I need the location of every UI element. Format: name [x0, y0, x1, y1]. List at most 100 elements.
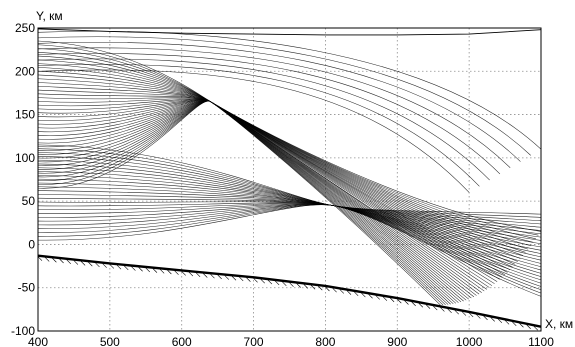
hatch-mark — [353, 291, 359, 297]
hatch-mark — [131, 266, 136, 271]
hatch-mark — [519, 323, 524, 328]
hatch-mark — [318, 285, 323, 291]
y-tick-label: 0 — [28, 237, 35, 251]
hatch-mark — [88, 261, 93, 267]
hatch-mark — [533, 325, 539, 331]
hatch-mark — [210, 273, 215, 279]
hatch-mark — [512, 321, 517, 326]
y-tick-label: 250 — [15, 21, 35, 35]
hatch-mark — [310, 285, 316, 290]
hatch-mark — [490, 317, 495, 322]
ray-line — [37, 64, 480, 187]
y-tick-label: -50 — [18, 281, 36, 295]
hatch-mark — [425, 304, 431, 309]
ray-line — [37, 82, 469, 300]
ray-line — [37, 47, 511, 168]
hatch-mark — [497, 318, 503, 324]
y-tick-label: 100 — [15, 151, 35, 165]
y-tick-label: 50 — [22, 194, 36, 208]
ray-line — [37, 99, 490, 288]
hatch-mark — [102, 263, 107, 268]
hatch-mark — [44, 257, 50, 262]
ray-line — [37, 53, 501, 175]
hatch-mark — [124, 265, 129, 271]
hatch-mark — [116, 264, 122, 270]
ray-line — [37, 99, 487, 290]
hatch-mark — [95, 262, 100, 268]
y-tick-labels: -100 -50 0 50 100 150 200 250 — [11, 21, 35, 338]
hatch-mark — [238, 276, 244, 282]
hatch-mark — [167, 269, 172, 275]
hatch-mark — [52, 258, 57, 263]
x-tick-label: 600 — [172, 335, 192, 347]
ray-line — [37, 59, 454, 305]
x-axis-label: X, км — [545, 317, 573, 331]
grid — [38, 28, 541, 331]
hatch-mark — [389, 297, 395, 303]
x-tick-labels: 400 500 600 700 800 900 1000 1100 — [28, 335, 554, 347]
ray-line — [37, 55, 451, 305]
hatch-mark — [159, 269, 165, 274]
hatch-mark — [174, 270, 179, 275]
hatch-mark — [260, 278, 265, 284]
hatch-mark — [332, 287, 337, 293]
x-tick-label: 800 — [315, 335, 335, 347]
hatch-mark — [447, 308, 452, 314]
hatch-mark — [418, 303, 424, 308]
hatch-mark — [382, 296, 388, 301]
ray-line — [37, 58, 490, 181]
hatch-mark — [203, 273, 208, 278]
ray-line — [37, 100, 503, 278]
upper-boundary-line — [37, 28, 542, 36]
plot-frame — [37, 27, 542, 332]
hatch-mark — [303, 284, 309, 289]
hatch-mark — [440, 307, 445, 312]
ground-boundary-line — [37, 254, 542, 328]
hatch-mark — [195, 272, 201, 277]
hatch-mark — [253, 278, 258, 283]
hatch-mark — [246, 277, 251, 282]
hatch-mark — [37, 256, 43, 261]
hatch-mark — [361, 292, 366, 298]
hatch-mark — [404, 300, 409, 305]
x-tick-label: 900 — [387, 335, 407, 347]
hatch-mark — [476, 314, 481, 319]
hatch-mark — [483, 315, 488, 321]
y-axis-label: Y, км — [36, 9, 63, 23]
hatch-mark — [181, 271, 186, 276]
x-tick-label: 1000 — [456, 335, 483, 347]
hatch-mark — [433, 305, 438, 311]
x-tick-label: 1100 — [528, 335, 554, 347]
hatch-mark — [397, 298, 402, 304]
hatch-mark — [325, 286, 330, 292]
x-tick-label: 700 — [244, 335, 264, 347]
hatch-mark — [461, 311, 467, 316]
x-tick-label: 400 — [28, 335, 48, 347]
hatch-mark — [368, 294, 373, 299]
hatch-mark — [152, 268, 158, 273]
hatch-mark — [80, 261, 86, 266]
hatch-mark — [73, 260, 79, 265]
ray-line — [37, 203, 542, 241]
boundary-lines — [37, 28, 542, 331]
y-tick-label: 200 — [15, 64, 35, 78]
hatch-mark — [282, 281, 287, 287]
hatch-mark — [375, 295, 380, 300]
ray-line — [37, 100, 521, 259]
hatch-mark — [109, 264, 115, 269]
hatch-mark — [217, 274, 222, 280]
ray-line — [37, 100, 542, 232]
ground-hatching — [37, 256, 539, 331]
ray-line — [37, 144, 542, 297]
y-tick-label: 150 — [15, 108, 35, 122]
y-tick-label: -100 — [11, 324, 35, 338]
hatch-mark — [296, 283, 301, 288]
hatch-mark — [59, 258, 64, 264]
hatch-mark — [289, 282, 294, 287]
ray-line — [37, 203, 542, 235]
ray-line — [37, 190, 542, 258]
hatch-mark — [224, 275, 230, 280]
hatch-mark — [339, 289, 345, 294]
hatch-mark — [454, 309, 459, 315]
